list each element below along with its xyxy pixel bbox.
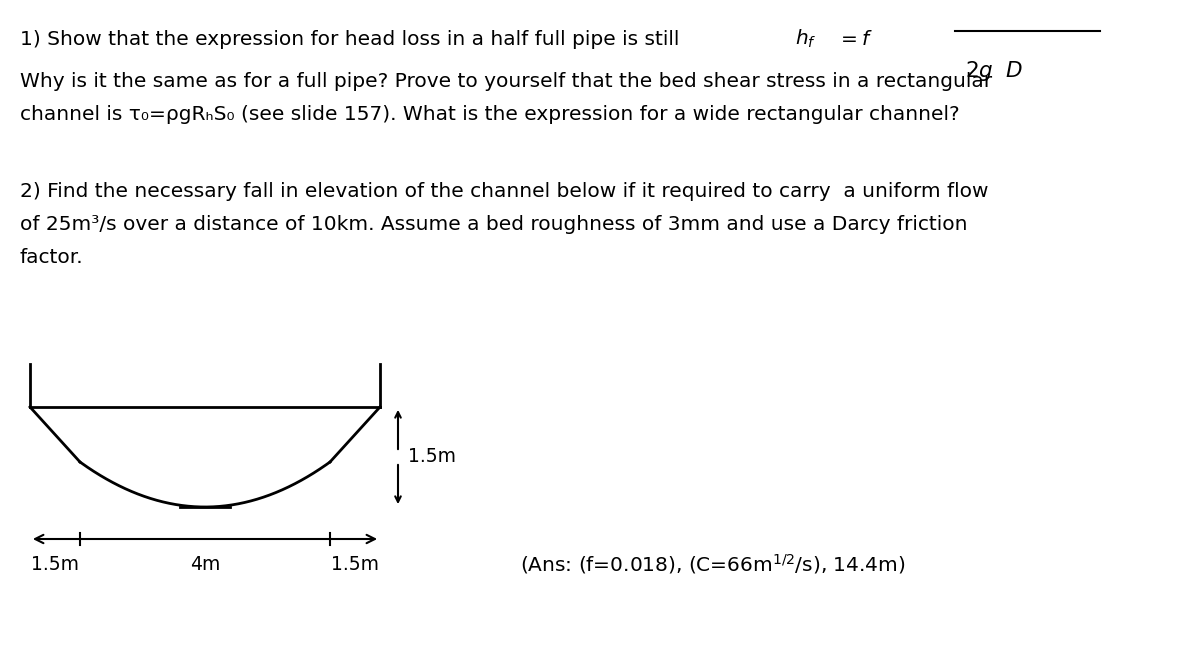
- Text: $2g$  $D$: $2g$ $D$: [965, 59, 1024, 83]
- Text: 4m: 4m: [190, 555, 220, 573]
- Text: 1.5m: 1.5m: [331, 555, 379, 573]
- Text: 1) Show that the expression for head loss in a half full pipe is still: 1) Show that the expression for head los…: [20, 29, 679, 48]
- Text: of 25m³/s over a distance of 10km. Assume a bed roughness of 3mm and use a Darcy: of 25m³/s over a distance of 10km. Assum…: [20, 215, 967, 233]
- Text: (Ans: (f=0.018), (C=66m$^{1/2}$/s), 14.4m): (Ans: (f=0.018), (C=66m$^{1/2}$/s), 14.4…: [520, 552, 906, 576]
- Text: $= f$: $= f$: [830, 29, 872, 48]
- Text: factor.: factor.: [20, 248, 84, 266]
- Text: channel is τ₀=ρgRₕS₀ (see slide 157). What is the expression for a wide rectangu: channel is τ₀=ρgRₕS₀ (see slide 157). Wh…: [20, 104, 960, 124]
- Text: $h_f$: $h_f$: [796, 28, 816, 50]
- Text: Why is it the same as for a full pipe? Prove to yourself that the bed shear stre: Why is it the same as for a full pipe? P…: [20, 72, 992, 90]
- Text: 2) Find the necessary fall in elevation of the channel below if it required to c: 2) Find the necessary fall in elevation …: [20, 181, 989, 201]
- Text: $V^2$  $L$: $V^2$ $L$: [960, 0, 1013, 3]
- Text: 1.5m: 1.5m: [408, 448, 456, 466]
- Text: 1.5m: 1.5m: [31, 555, 79, 573]
